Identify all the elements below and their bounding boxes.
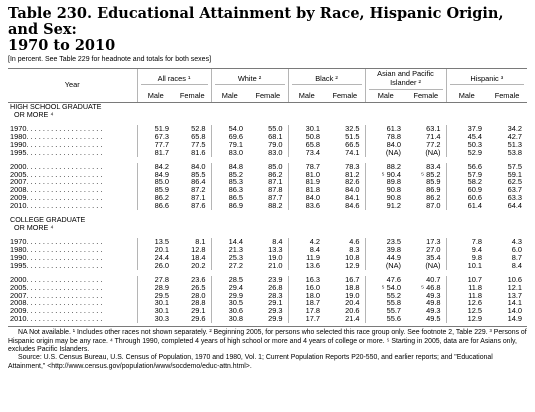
male-value-cell: 61.4 bbox=[446, 202, 487, 210]
attainment-table: Year All races ¹ White ² Black ² Asian a… bbox=[8, 68, 527, 323]
female-value-cell: (NA) bbox=[406, 262, 446, 270]
male-value-cell: 73.4 bbox=[288, 149, 325, 157]
female-value-cell: 21.0 bbox=[248, 262, 288, 270]
male-value-cell: 30.8 bbox=[211, 315, 248, 323]
table-row: 2010. . . . . . . . . . . . . . . . . . … bbox=[8, 202, 527, 210]
group-header-asian-pacific: Asian and Pacific Islander ² bbox=[365, 69, 446, 92]
year-cell: 2010. . . . . . . . . . . . . . . . . . … bbox=[8, 315, 137, 323]
female-column-header: Female bbox=[406, 91, 446, 103]
male-value-cell: 12.9 bbox=[446, 315, 487, 323]
group-header-white: White ² bbox=[211, 69, 288, 92]
female-column-header: Female bbox=[325, 91, 365, 103]
section-label: COLLEGE GRADUATE bbox=[8, 216, 527, 224]
male-column-header: Male bbox=[137, 91, 174, 103]
female-value-cell: (NA) bbox=[406, 149, 446, 157]
male-value-cell: 83.6 bbox=[288, 202, 325, 210]
year-cell: 2010. . . . . . . . . . . . . . . . . . … bbox=[8, 202, 137, 210]
male-value-cell: (NA) bbox=[365, 262, 406, 270]
table-row: 2010. . . . . . . . . . . . . . . . . . … bbox=[8, 315, 527, 323]
male-value-cell: (NA) bbox=[365, 149, 406, 157]
female-value-cell: 83.0 bbox=[248, 149, 288, 157]
table-row: 1995. . . . . . . . . . . . . . . . . . … bbox=[8, 149, 527, 157]
section-label: OR MORE ⁴ bbox=[8, 224, 527, 232]
female-value-cell: 84.6 bbox=[325, 202, 365, 210]
group-header-hispanic: Hispanic ³ bbox=[446, 69, 527, 92]
female-value-cell: 49.5 bbox=[406, 315, 446, 323]
female-value-cell: 21.4 bbox=[325, 315, 365, 323]
table-title: Table 230. Educational Attainment by Rac… bbox=[8, 6, 527, 54]
female-value-cell: 81.6 bbox=[174, 149, 211, 157]
female-column-header: Female bbox=[174, 91, 211, 103]
year-cell: 1995. . . . . . . . . . . . . . . . . . … bbox=[8, 149, 137, 157]
male-value-cell: 10.1 bbox=[446, 262, 487, 270]
male-value-cell: 91.2 bbox=[365, 202, 406, 210]
section-label-row: OR MORE ⁴ bbox=[8, 224, 527, 232]
male-value-cell: 86.6 bbox=[137, 202, 174, 210]
male-column-header: Male bbox=[446, 91, 487, 103]
female-column-header: Female bbox=[487, 91, 527, 103]
footnotes: NA Not available. ¹ Includes other races… bbox=[8, 329, 527, 354]
female-value-cell: 64.4 bbox=[487, 202, 527, 210]
male-value-cell: 30.3 bbox=[137, 315, 174, 323]
male-value-cell: 86.9 bbox=[211, 202, 248, 210]
male-value-cell: 13.6 bbox=[288, 262, 325, 270]
female-column-header: Female bbox=[248, 91, 288, 103]
table-row: 1995. . . . . . . . . . . . . . . . . . … bbox=[8, 262, 527, 270]
section-label-row: COLLEGE GRADUATE bbox=[8, 216, 527, 224]
female-value-cell: 74.1 bbox=[325, 149, 365, 157]
male-column-header: Male bbox=[211, 91, 248, 103]
table-notes: NA Not available. ¹ Includes other races… bbox=[8, 326, 527, 371]
female-value-cell: 20.2 bbox=[174, 262, 211, 270]
female-value-cell: 53.8 bbox=[487, 149, 527, 157]
section-label: OR MORE ⁴ bbox=[8, 111, 527, 119]
male-column-header: Male bbox=[288, 91, 325, 103]
male-value-cell: 52.9 bbox=[446, 149, 487, 157]
year-column-header: Year bbox=[8, 69, 137, 103]
female-value-cell: 87.0 bbox=[406, 202, 446, 210]
male-column-header: Male bbox=[365, 91, 406, 103]
female-value-cell: 29.9 bbox=[248, 315, 288, 323]
male-value-cell: 26.0 bbox=[137, 262, 174, 270]
section-label-row: HIGH SCHOOL GRADUATE bbox=[8, 103, 527, 112]
female-value-cell: 87.6 bbox=[174, 202, 211, 210]
female-value-cell: 14.9 bbox=[487, 315, 527, 323]
group-header-all-races: All races ¹ bbox=[137, 69, 211, 92]
female-value-cell: 29.6 bbox=[174, 315, 211, 323]
male-value-cell: 55.6 bbox=[365, 315, 406, 323]
table-body: HIGH SCHOOL GRADUATE OR MORE ⁴ 1970. . . .… bbox=[8, 103, 527, 324]
male-value-cell: 17.7 bbox=[288, 315, 325, 323]
group-header-black: Black ² bbox=[288, 69, 365, 92]
male-value-cell: 81.7 bbox=[137, 149, 174, 157]
year-cell: 1995. . . . . . . . . . . . . . . . . . … bbox=[8, 262, 137, 270]
female-value-cell: 12.9 bbox=[325, 262, 365, 270]
table-subtitle: [In percent. See Table 229 for headnote … bbox=[8, 55, 527, 64]
male-value-cell: 83.0 bbox=[211, 149, 248, 157]
female-value-cell: 8.4 bbox=[487, 262, 527, 270]
section-label: HIGH SCHOOL GRADUATE bbox=[8, 103, 527, 112]
section-label-row: OR MORE ⁴ bbox=[8, 111, 527, 119]
source-note: Source: U.S. Census Bureau, U.S. Census … bbox=[8, 354, 527, 371]
male-value-cell: 27.2 bbox=[211, 262, 248, 270]
female-value-cell: 88.2 bbox=[248, 202, 288, 210]
